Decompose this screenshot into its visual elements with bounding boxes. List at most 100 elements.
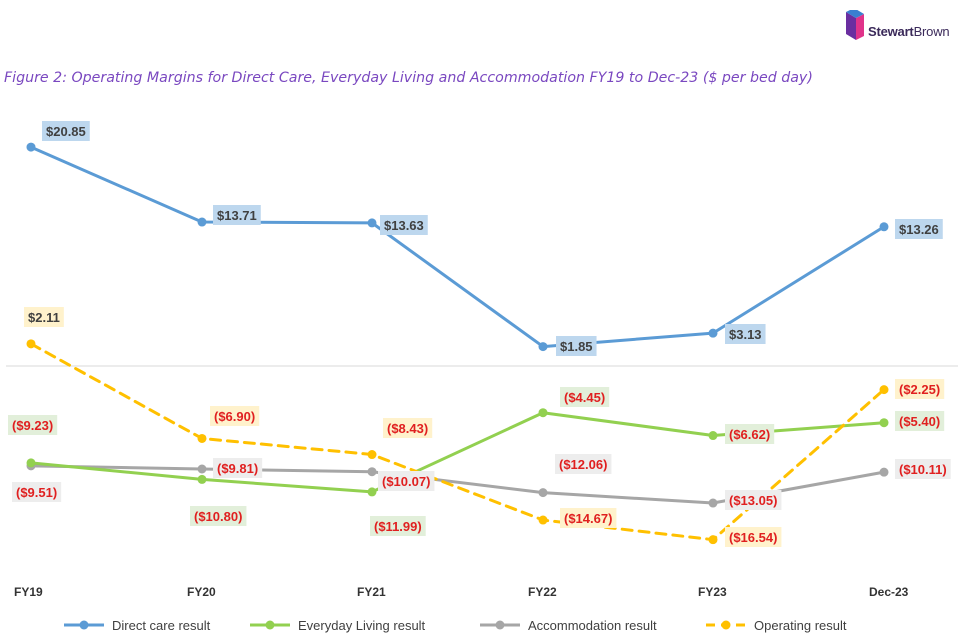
data-label-text: ($6.62) — [729, 427, 770, 442]
operating-data-label-fy20: ($6.90) — [210, 406, 260, 426]
data-label-text: $13.63 — [384, 218, 424, 233]
everyday-living-point-fy22 — [538, 408, 548, 418]
accommodation-point-fy22 — [538, 488, 548, 498]
legend-swatch-marker — [721, 620, 731, 630]
direct-care-point-fy19 — [26, 142, 36, 152]
operating-point-fy19 — [26, 339, 36, 349]
direct-care-point-fy20 — [197, 217, 207, 227]
stewartbrown-logo-icon — [846, 10, 864, 40]
direct-care-data-label-fy22: $1.85 — [556, 336, 597, 356]
legend-swatch-marker — [495, 620, 505, 630]
data-label-text: ($5.40) — [899, 414, 940, 429]
data-label-background — [12, 482, 62, 502]
operating-point-fy21 — [367, 450, 377, 460]
direct-care-point-fy23 — [708, 328, 718, 338]
data-label-text: ($12.06) — [559, 457, 607, 472]
operating-point-fy23 — [708, 535, 718, 545]
everyday-living-data-label-fy21: ($11.99) — [370, 516, 426, 536]
data-label-background — [895, 411, 945, 431]
data-label-text: ($8.43) — [387, 421, 428, 436]
direct-care-data-label-fy19: $20.85 — [42, 121, 90, 141]
direct-care-series-line — [29, 145, 886, 349]
data-label-text: ($9.51) — [16, 485, 57, 500]
logo-text-regular: Brown — [913, 24, 950, 39]
data-label-background — [895, 459, 951, 479]
data-label-background — [380, 215, 428, 235]
operating-point-fy20 — [197, 433, 207, 443]
data-label-background — [213, 458, 263, 478]
legend-label: Operating result — [754, 618, 847, 633]
x-tick-fy23: FY23 — [698, 585, 727, 599]
legend-item-everyday-living: Everyday Living result — [250, 618, 426, 633]
legend-swatch-marker — [79, 620, 89, 630]
data-label-text: ($10.11) — [899, 462, 947, 477]
data-label-text: ($10.07) — [382, 474, 430, 489]
legend-swatch-marker — [265, 620, 275, 630]
logo-text-bold: Stewart — [868, 24, 914, 39]
data-label-text: ($4.45) — [564, 390, 605, 405]
series-layer — [26, 142, 889, 545]
data-label-background — [725, 527, 782, 547]
data-label-background — [725, 424, 775, 444]
accommodation-data-label-fy23: ($13.05) — [725, 490, 782, 510]
x-tick-fy21: FY21 — [357, 585, 386, 599]
data-label-text: ($10.80) — [194, 509, 242, 524]
legend-label: Everyday Living result — [298, 618, 426, 633]
accommodation-point-fy23 — [708, 498, 718, 508]
data-label-background — [210, 406, 260, 426]
data-label-background — [555, 454, 612, 474]
data-label-background — [8, 415, 58, 435]
accommodation-point-dec-23 — [879, 467, 889, 477]
operating-series-line — [29, 342, 886, 542]
stewartbrown-logo: StewartBrown — [846, 10, 964, 46]
figure-title: Figure 2: Operating Margins for Direct C… — [4, 70, 813, 86]
data-label-background — [383, 418, 433, 438]
data-label-text: $13.71 — [217, 208, 257, 223]
logo-text: StewartBrown — [868, 24, 950, 39]
data-label-text: ($2.25) — [899, 382, 940, 397]
data-label-text: ($11.99) — [374, 519, 422, 534]
direct-care-point-fy21 — [367, 218, 377, 228]
everyday-living-data-label-fy22: ($4.45) — [560, 387, 610, 407]
direct-care-data-label-dec-23: $13.26 — [895, 219, 943, 239]
everyday-living-point-dec-23 — [879, 418, 889, 428]
legend-item-operating: Operating result — [706, 618, 847, 633]
everyday-living-point-fy20 — [197, 474, 207, 484]
everyday-living-point-fy23 — [708, 431, 718, 441]
accommodation-point-fy21 — [367, 467, 377, 477]
data-label-text: ($6.90) — [214, 409, 255, 424]
data-label-text: $2.11 — [28, 310, 60, 325]
data-label-background — [725, 490, 782, 510]
data-label-text: $3.13 — [729, 327, 762, 342]
data-label-background — [24, 307, 64, 327]
accommodation-point-fy20 — [197, 464, 207, 474]
data-label-text: ($9.23) — [12, 418, 53, 433]
accommodation-data-label-fy21: ($10.07) — [378, 471, 435, 491]
data-label-text: $1.85 — [560, 339, 593, 354]
data-label-background — [725, 324, 766, 344]
accommodation-data-label-fy20: ($9.81) — [213, 458, 263, 478]
everyday-living-point-fy21 — [367, 487, 377, 497]
data-label-background — [895, 219, 943, 239]
everyday-living-point-fy19 — [26, 458, 36, 468]
data-label-text: ($14.67) — [564, 511, 612, 526]
everyday-living-data-label-fy19: ($9.23) — [8, 415, 58, 435]
operating-data-label-fy19: $2.11 — [24, 307, 64, 327]
operating-point-dec-23 — [879, 385, 889, 395]
operating-data-label-fy22: ($14.67) — [560, 508, 617, 528]
accommodation-data-label-fy22: ($12.06) — [555, 454, 612, 474]
x-tick-dec-23: Dec-23 — [869, 585, 909, 599]
accommodation-data-label-fy19: ($9.51) — [12, 482, 62, 502]
data-label-background — [190, 506, 247, 526]
operating-data-label-fy23: ($16.54) — [725, 527, 782, 547]
everyday-living-data-label-fy20: ($10.80) — [190, 506, 247, 526]
data-label-background — [895, 379, 945, 399]
data-label-background — [560, 508, 617, 528]
legend-label: Accommodation result — [528, 618, 657, 633]
legend-item-direct-care: Direct care result — [64, 618, 211, 633]
data-label-background — [556, 336, 597, 356]
data-label-text: ($9.81) — [217, 461, 258, 476]
x-tick-fy19: FY19 — [14, 585, 43, 599]
everyday-living-data-label-dec-23: ($5.40) — [895, 411, 945, 431]
